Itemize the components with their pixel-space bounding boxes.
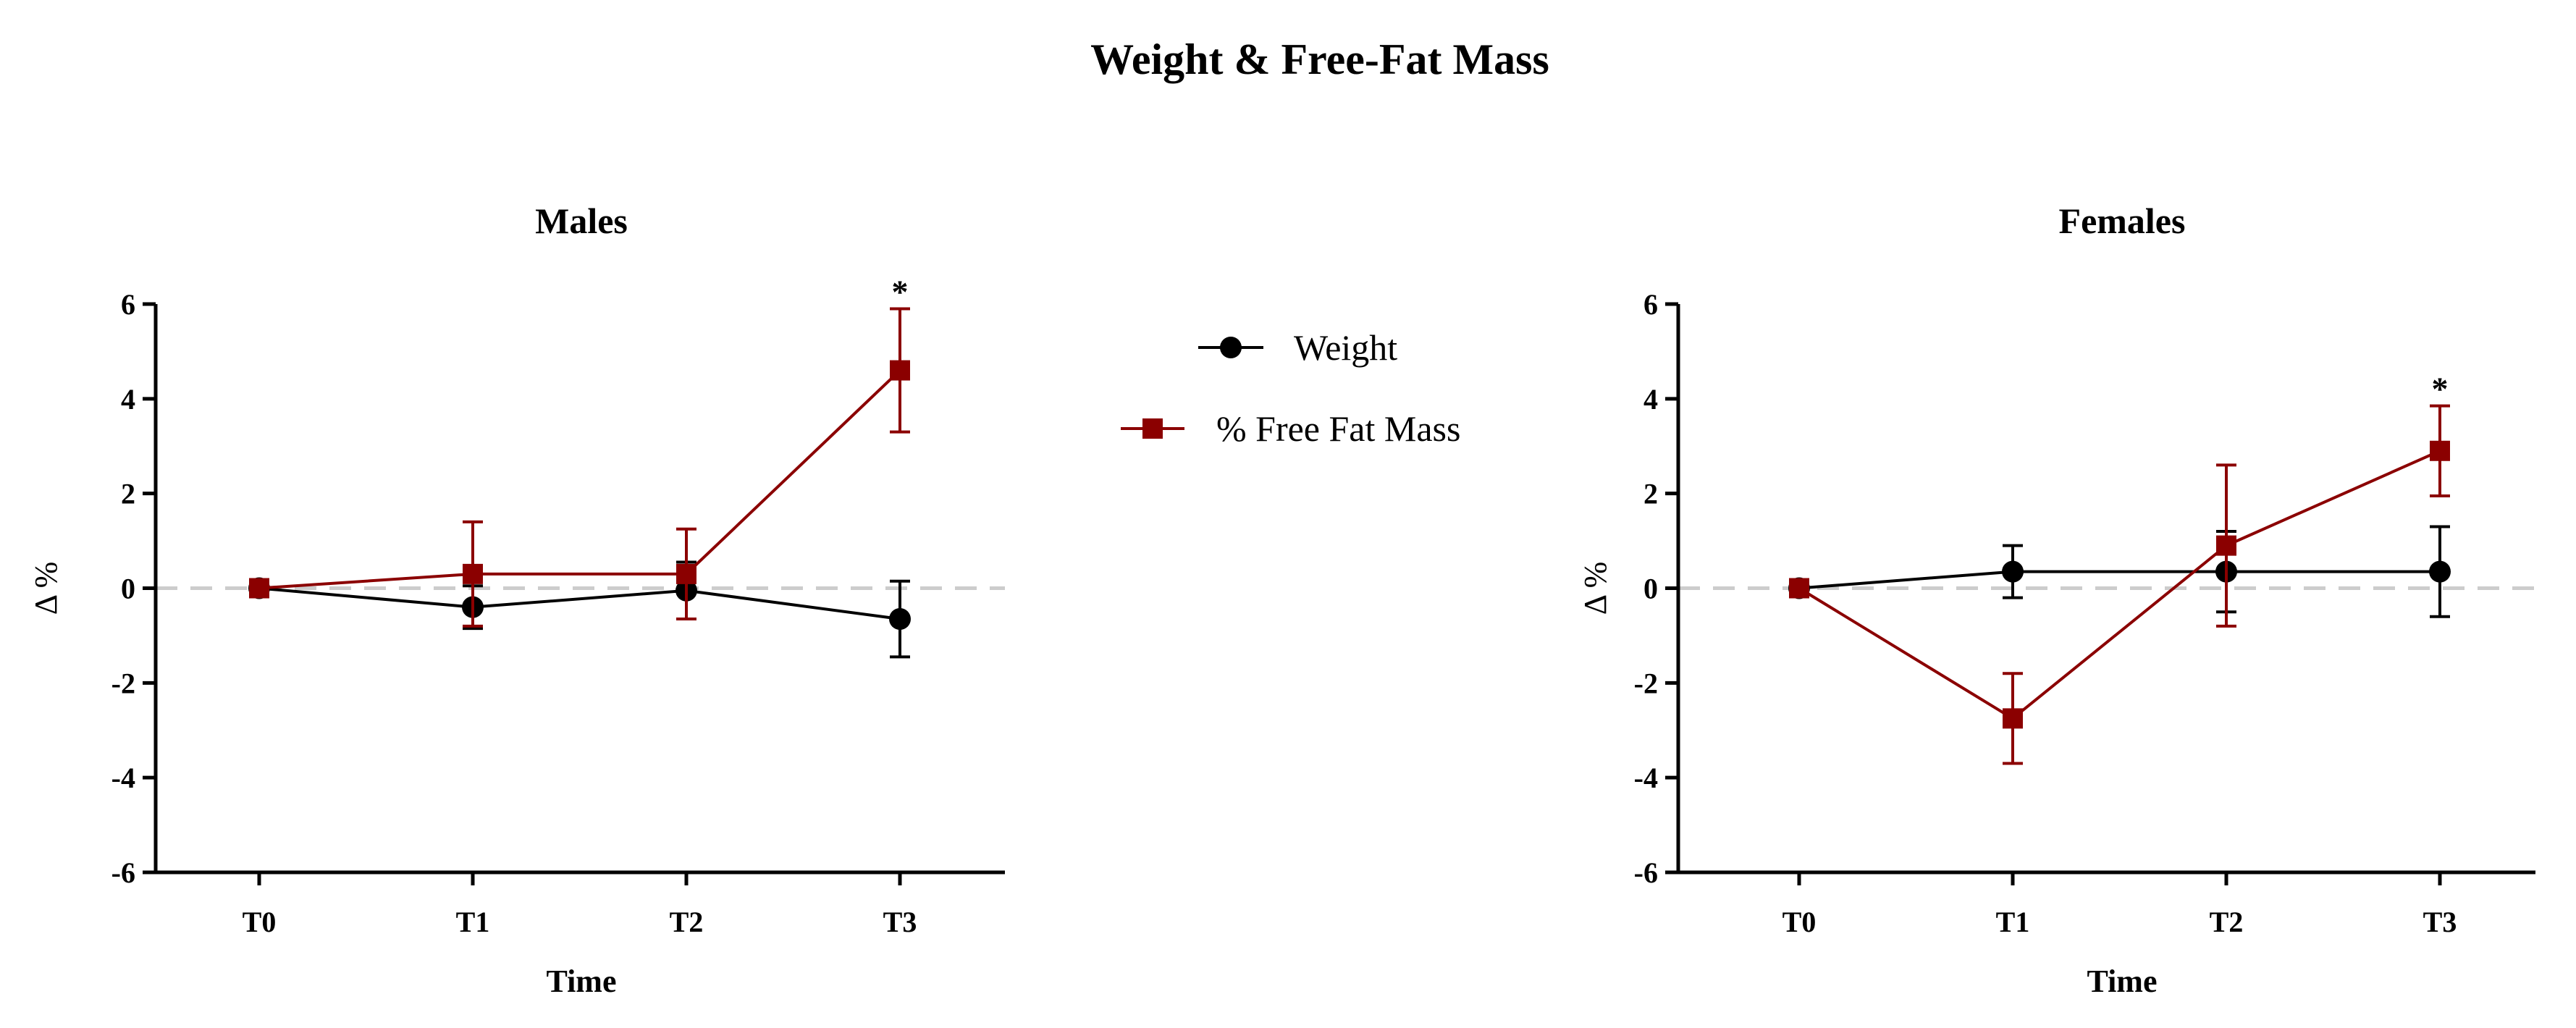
males-y-axis-label: Δ %: [28, 562, 64, 615]
males-weight-point-3: [889, 608, 911, 631]
females-ytick-label-5: -4: [1634, 762, 1658, 794]
figure-title: Weight & Free-Fat Mass: [1090, 35, 1549, 83]
males-weight-line: [258, 586, 901, 621]
legend-item-weight: Weight: [1198, 327, 1397, 368]
females-x-axis-label: Time: [2087, 964, 2158, 999]
males-x-axis-label: Time: [547, 964, 617, 999]
females-xtick-label-1: T1: [1996, 906, 2030, 938]
males-ytick-label-0: 6: [121, 288, 135, 321]
females-weight-point-3: [2429, 560, 2451, 583]
males-ffm-point-3: [890, 360, 910, 381]
females-significance-0: *: [2432, 371, 2449, 408]
females-ytick-label-3: 0: [1643, 573, 1658, 605]
males-ytick-label-6: -6: [111, 856, 135, 889]
females-xtick-label-3: T3: [2423, 906, 2457, 938]
females-weight-point-1: [2002, 560, 2024, 583]
females-y-axis-label: Δ %: [1578, 562, 1613, 615]
males-ffm-point-1: [463, 563, 483, 584]
males-xtick-label-3: T3: [883, 906, 917, 938]
females-xtick-label-0: T0: [1782, 906, 1817, 938]
females-ytick-label-6: -6: [1634, 856, 1658, 889]
males-ffm-line: [258, 369, 901, 590]
males-ffm-point-2: [676, 563, 696, 584]
males-ffm-point-0: [249, 578, 269, 599]
legend: Weight % Free Fat Mass: [1121, 327, 1460, 449]
females-weight-line: [1798, 570, 2440, 590]
males-xtick-label-1: T1: [456, 906, 490, 938]
legend-ffm-label: % Free Fat Mass: [1216, 408, 1460, 449]
males-ytick-label-4: -2: [111, 667, 135, 699]
females-ytick-label-2: 2: [1643, 478, 1658, 510]
males-xtick-label-2: T2: [670, 906, 704, 938]
legend-weight-label: Weight: [1294, 327, 1397, 368]
females-ffm-point-0: [1789, 578, 1809, 599]
females-ytick-label-0: 6: [1643, 288, 1658, 321]
legend-weight-marker: [1220, 337, 1242, 358]
legend-item-ffm: % Free Fat Mass: [1121, 408, 1460, 449]
panel-males-title: Males: [535, 201, 628, 241]
females-ffm-point-2: [2216, 535, 2236, 556]
panel-females-title: Females: [2059, 201, 2186, 241]
males-significance-0: *: [892, 274, 909, 311]
males-ytick-label-2: 2: [121, 478, 135, 510]
females-ffm-point-1: [2003, 708, 2023, 729]
panel-males: Males 6 4 2 0 -2 -4 -6 T0 T1 T2 T3 Time Δ % *: [28, 201, 1005, 999]
panel-females: Females 6 4 2 0 -2 -4 -6 T0 T1 T2 T3 Time Δ % *: [1578, 201, 2535, 999]
males-ytick-label-5: -4: [111, 762, 135, 794]
females-ffm-point-3: [2430, 440, 2450, 461]
males-xtick-label-0: T0: [243, 906, 277, 938]
legend-ffm-marker: [1142, 418, 1163, 439]
females-ytick-label-4: -2: [1634, 667, 1658, 699]
males-ytick-label-3: 0: [121, 573, 135, 605]
females-ytick-label-1: 4: [1643, 383, 1658, 416]
males-ytick-label-1: 4: [121, 383, 135, 416]
females-xtick-label-2: T2: [2210, 906, 2244, 938]
females-ffm-line: [1798, 449, 2441, 720]
